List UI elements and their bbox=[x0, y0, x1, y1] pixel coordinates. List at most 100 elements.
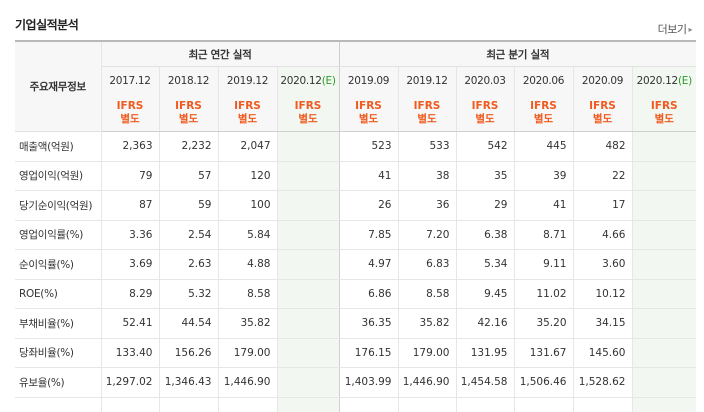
quarter-period-1: 2019.12 bbox=[397, 66, 456, 94]
table-row: 부채비율(%) 52.41 44.54 35.82 36.35 35.82 42.16 35.… bbox=[15, 308, 696, 339]
table-cell bbox=[631, 190, 696, 221]
table-cell bbox=[338, 397, 398, 412]
table-cell: 29 bbox=[455, 190, 514, 221]
accounting-standard: IFRS 별도 bbox=[397, 94, 456, 132]
table-row: 순이익률(%) 3.69 2.63 4.88 4.97 6.83 5.34 9.11 3.60 bbox=[15, 249, 696, 280]
table-body: 매출액(억원) 2,363 2,232 2,047 523 533 542 445 482 영업이… bbox=[15, 131, 696, 412]
table-cell bbox=[276, 190, 339, 221]
table-cell bbox=[158, 397, 218, 412]
accounting-line1: IFRS bbox=[589, 99, 616, 112]
table-cell bbox=[276, 397, 339, 412]
table-cell bbox=[572, 397, 632, 412]
table-cell: 6.83 bbox=[397, 249, 456, 280]
period-label: 2018.12 bbox=[167, 74, 210, 87]
table-cell: 11.02 bbox=[513, 279, 573, 309]
table-cell bbox=[276, 219, 339, 250]
table-cell: 10.12 bbox=[572, 279, 632, 309]
table-cell bbox=[276, 279, 339, 309]
table-cell: 5.84 bbox=[217, 219, 277, 250]
table-cell: 2.63 bbox=[158, 249, 218, 280]
table-cell: 133.40 bbox=[100, 338, 159, 368]
row-label: 영업이익률(%) bbox=[15, 219, 101, 250]
chevron-right-icon: ▸ bbox=[688, 25, 692, 34]
table-cell: 36 bbox=[397, 190, 456, 221]
table-cell: 8.58 bbox=[397, 279, 456, 309]
accounting-line2: 별도 bbox=[592, 112, 613, 125]
accounting-standard: IFRS 별도 bbox=[158, 94, 218, 132]
table-cell: 8.29 bbox=[100, 279, 159, 309]
table-cell: 8.58 bbox=[217, 279, 277, 309]
more-link[interactable]: 더보기 ▸ bbox=[658, 21, 693, 37]
accounting-line1: IFRS bbox=[175, 99, 202, 112]
table-cell: 79 bbox=[100, 161, 159, 191]
table-cell bbox=[217, 397, 277, 412]
table-cell: 1,446.90 bbox=[217, 367, 277, 398]
table-cell: 533 bbox=[397, 131, 456, 162]
quarter-period-2: 2020.03 bbox=[455, 66, 514, 94]
period-label: 2019.09 bbox=[347, 74, 390, 87]
annual-period-1: 2018.12 bbox=[158, 66, 218, 94]
accounting-line2: 별도 bbox=[237, 112, 258, 125]
table-cell: 35.20 bbox=[513, 308, 573, 339]
accounting-standard: IFRS 별도 bbox=[572, 94, 632, 132]
table-cell: 445 bbox=[513, 131, 573, 162]
table-cell bbox=[513, 397, 573, 412]
accounting-line1: IFRS bbox=[650, 99, 678, 112]
quarter-period-5: 2020.12(E) bbox=[631, 66, 696, 94]
table-row: 당기순이익(억원) 87 59 100 26 36 29 41 17 bbox=[15, 190, 696, 221]
financial-summary-table: 주요재무정보 최근 연간 실적 최근 분기 실적 2017.12 2018.12 2019… bbox=[15, 40, 696, 412]
table-cell bbox=[276, 338, 339, 368]
table-cell: 2,232 bbox=[158, 131, 218, 162]
table-row: 유보율(%) 1,297.02 1,346.43 1,446.90 1,403.99 1,… bbox=[15, 367, 696, 398]
period-label: 2020.12 bbox=[636, 74, 679, 87]
quarter-period-4: 2020.09 bbox=[572, 66, 632, 94]
row-label: 영업이익(억원) bbox=[15, 161, 101, 191]
table-cell: 9.45 bbox=[455, 279, 514, 309]
table-cell: 1,403.99 bbox=[338, 367, 398, 398]
table-cell: 41 bbox=[513, 190, 573, 221]
row-label: 매출액(억원) bbox=[15, 131, 101, 162]
table-cell: 3.60 bbox=[572, 249, 632, 280]
table-cell: 42.16 bbox=[455, 308, 514, 339]
row-header-label: 주요재무정보 bbox=[15, 41, 101, 132]
period-label: 2017.12 bbox=[109, 74, 151, 87]
table-cell: 2.54 bbox=[158, 219, 218, 250]
row-label bbox=[15, 397, 101, 412]
table-cell: 5.32 bbox=[158, 279, 218, 309]
table-cell: 34.15 bbox=[572, 308, 632, 339]
table-cell: 156.26 bbox=[158, 338, 218, 368]
accounting-standard: IFRS 별도 bbox=[455, 94, 514, 132]
table-cell: 26 bbox=[338, 190, 398, 221]
table-cell bbox=[631, 219, 696, 250]
period-label: 2020.12 bbox=[280, 74, 322, 87]
table-cell: 482 bbox=[572, 131, 632, 162]
table-cell: 176.15 bbox=[338, 338, 398, 368]
table-cell: 2,363 bbox=[100, 131, 159, 162]
table-cell: 131.67 bbox=[513, 338, 573, 368]
table-cell bbox=[631, 131, 696, 162]
table-cell: 8.71 bbox=[513, 219, 573, 250]
period-label: 2019.12 bbox=[406, 74, 448, 87]
table-cell bbox=[397, 397, 456, 412]
row-label: 당기순이익(억원) bbox=[15, 190, 101, 221]
table-cell: 17 bbox=[572, 190, 632, 221]
table-cell: 1,506.46 bbox=[513, 367, 573, 398]
row-label: ROE(%) bbox=[15, 279, 101, 309]
accounting-line2: 별도 bbox=[533, 112, 554, 125]
table-cell: 1,528.62 bbox=[572, 367, 632, 398]
estimate-marker: (E) bbox=[321, 74, 336, 87]
table-cell: 1,446.90 bbox=[397, 367, 456, 398]
row-label: 순이익률(%) bbox=[15, 249, 101, 280]
table-cell: 7.20 bbox=[397, 219, 456, 250]
table-cell: 52.41 bbox=[100, 308, 159, 339]
table-cell: 38 bbox=[397, 161, 456, 191]
table-cell bbox=[631, 338, 696, 368]
table-cell: 87 bbox=[100, 190, 159, 221]
period-label: 2020.09 bbox=[581, 74, 624, 87]
table-cell bbox=[631, 367, 696, 398]
table-cell: 1,297.02 bbox=[100, 367, 159, 398]
table-row: 당좌비율(%) 133.40 156.26 179.00 176.15 179.00 131… bbox=[15, 338, 696, 368]
quarter-group-header: 최근 분기 실적 bbox=[338, 41, 696, 67]
table-cell: 59 bbox=[158, 190, 218, 221]
table-cell: 3.69 bbox=[100, 249, 159, 280]
